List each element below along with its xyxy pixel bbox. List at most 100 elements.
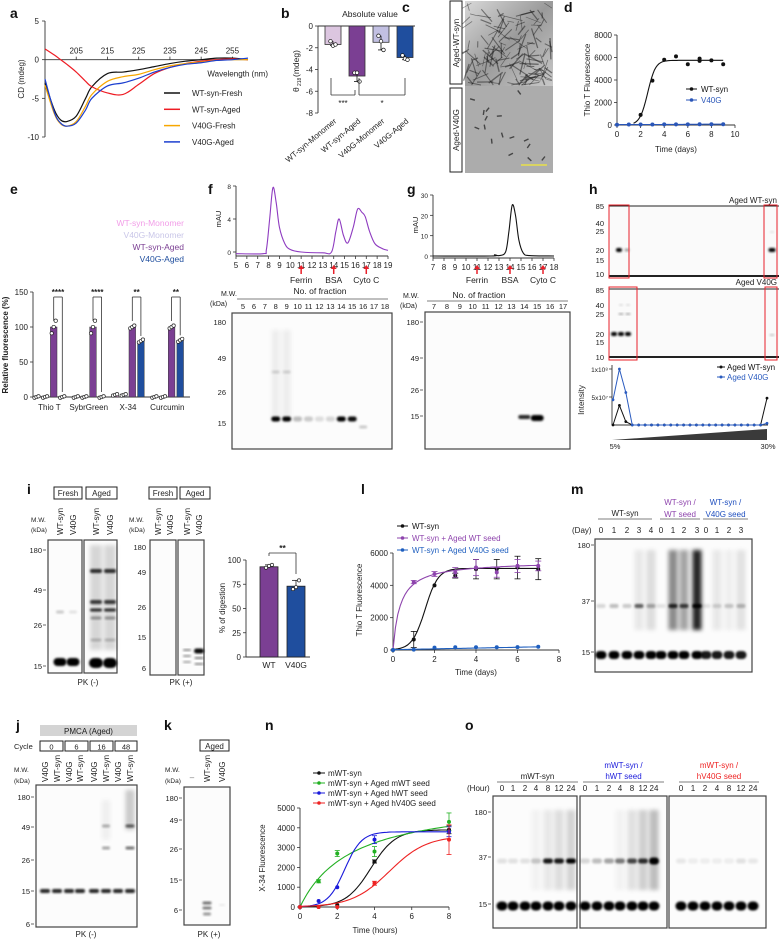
bar-v40g-aged [396,25,414,58]
data-point [536,644,541,649]
protein-band [625,332,631,336]
lane-label: 1 [715,526,720,535]
lane-label: WT-syn [154,508,163,535]
data-point [626,122,631,127]
data-point [354,70,360,75]
data-point [474,645,478,650]
mw-marker-label: 10 [596,353,604,362]
x-start-label: 5% [610,442,621,451]
data-point [447,819,451,824]
legend-label: V40G-Monomer [124,230,185,240]
chromatogram-trace [432,204,555,257]
lane-label: WT-syn [126,755,135,782]
y-tick-label: 4000 [594,76,612,85]
fibril [529,50,536,57]
protein-band [90,569,102,573]
protein-band [203,912,211,916]
cycle-box [89,740,114,752]
bar-v40g [286,585,306,658]
protein-band [736,858,746,864]
smear [104,545,116,650]
legend-label: WT-syn-Aged [133,242,185,252]
marker-label: BSA [325,275,342,285]
mw-marker-label: 37 [582,597,590,606]
protein-band [89,889,99,893]
legend-label: Aged WT-syn [727,363,775,372]
x-tick-label: 10 [286,261,295,270]
mw-unit: (kDa) [400,303,417,310]
y-axis-label-subscript: 218 [297,77,303,86]
fibril [474,53,479,67]
data-point [372,859,377,864]
mw-marker-label: 15 [218,419,226,428]
fibril [495,58,500,72]
fibril [469,69,479,75]
protein-band [183,649,191,651]
data-point [494,645,499,650]
data-point [727,423,730,427]
mw-label: M.W. [165,767,180,774]
y-tick-label: 0 [35,56,40,65]
data-point [36,394,41,399]
y-tick-label: 150 [15,288,29,297]
data-point [298,905,302,909]
y-axis-label: Intensity [577,385,586,415]
fit-curve [633,59,724,124]
protein-band [553,901,565,911]
y-tick-label: -4 [306,66,314,75]
data-point [709,58,714,63]
data-point [638,112,643,117]
mw-marker-label: 6 [26,920,30,929]
protein-band [637,901,649,911]
mw-marker-label: 15 [479,900,487,909]
data-point [432,572,437,577]
data-point [378,39,384,44]
significance-label: ** [279,543,286,553]
smear [554,810,564,890]
mw-marker-label: 6 [142,664,146,673]
label-box-aged [85,486,118,500]
mw-marker-label: 20 [596,246,604,255]
data-point [765,396,769,400]
fibril [467,40,470,49]
x-tick-label: 16 [351,261,360,270]
fibril [485,24,503,33]
x-tick-label: 16 [528,263,537,272]
cycle-value: 16 [97,743,105,752]
protein-band [735,901,747,911]
data-point [720,423,724,427]
x-tick-label: 0 [391,655,396,664]
mw-marker-label: 25 [596,310,604,319]
data-point [685,62,690,67]
smear [282,330,291,420]
x-tick-label: 18 [550,263,559,272]
short-fibril [474,126,480,130]
legend-label: WT-syn-Fresh [192,89,242,98]
lane-label: 6 [252,302,256,311]
lane-label: WT-syn [56,508,65,535]
smear [646,550,656,630]
protein-band [304,416,314,422]
protein-band [619,304,623,306]
mw-marker-label: 26 [170,845,178,854]
x-tick-label: 255 [226,47,240,56]
data-point [515,563,520,568]
lane-label: 24 [749,784,758,793]
protein-band [700,651,712,659]
legend-label: WT-syn-Monomer [116,218,184,228]
label-box-aged [199,739,230,752]
label-box-fresh [53,486,83,500]
cycle-box [64,740,89,752]
protein-band [712,858,722,864]
data-point [682,423,685,427]
fibril [528,54,540,57]
fibril [518,43,521,57]
protein-band [293,416,303,422]
lane-label: 10 [293,302,301,311]
y-tick-label: -10 [27,133,39,142]
y-tick-label: 0 [384,646,389,655]
fibril [471,70,482,86]
cycle-value: 6 [74,743,78,752]
protein-band [616,248,622,252]
mw-marker-label: 180 [406,318,419,327]
